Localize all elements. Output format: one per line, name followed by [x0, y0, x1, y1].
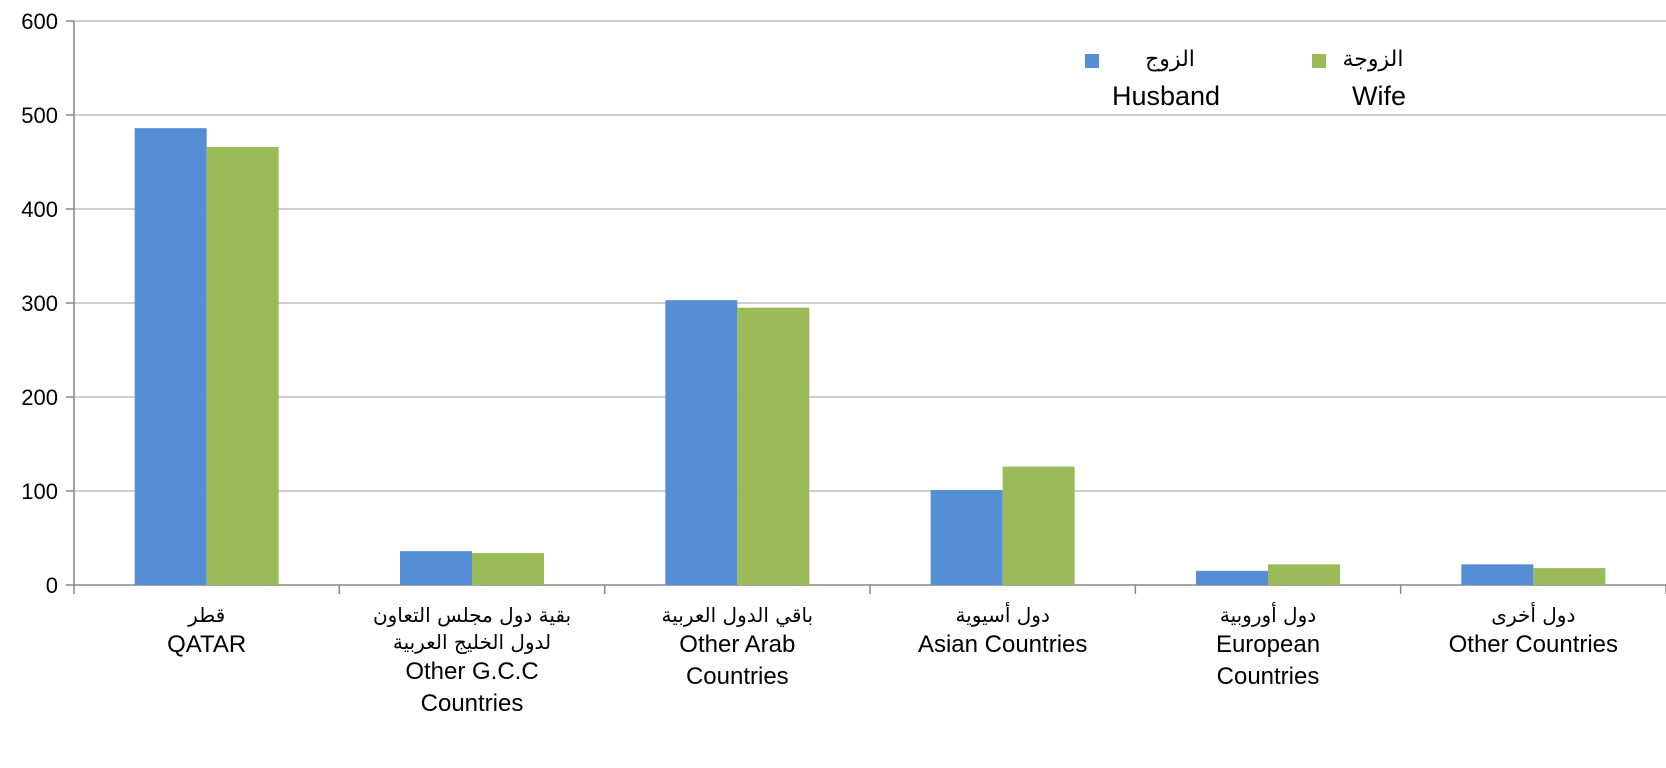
- y-tick-label: 0: [46, 573, 58, 598]
- y-tick-label: 400: [21, 197, 58, 222]
- x-category-label-ar: دول أوروبية: [1220, 602, 1316, 627]
- bar-husband: [665, 300, 738, 585]
- x-category-label-ar: دول أسيوية: [955, 602, 1049, 627]
- bar-wife: [1268, 564, 1340, 585]
- x-category-label-en: Asian Countries: [918, 631, 1087, 658]
- x-category-label-en: Other Countries: [1449, 631, 1618, 658]
- x-category-label-ar: قطر: [187, 603, 225, 627]
- y-tick-label: 100: [21, 479, 58, 504]
- x-category-label-ar: باقي الدول العربية: [662, 603, 814, 628]
- y-tick-label: 300: [21, 291, 58, 316]
- gridlines: [74, 20, 1666, 492]
- bar-wife: [1533, 568, 1606, 585]
- x-category-labels: قطر QATAR بقية دول مجلس التعاون لدول الخليج…: [167, 602, 1618, 717]
- legend-label-en: Wife: [1352, 81, 1406, 111]
- y-tick-label: 500: [21, 103, 58, 128]
- y-tick-label: 600: [21, 9, 58, 34]
- bar-husband: [930, 490, 1003, 585]
- x-category-label-en: Other G.C.C: [405, 658, 538, 685]
- legend-label-en: Husband: [1112, 81, 1220, 111]
- bar-husband: [1196, 570, 1268, 585]
- bar-husband: [1461, 564, 1534, 585]
- x-category-label-ar: لدول الخليج العربية: [393, 630, 551, 654]
- bar-husband: [400, 551, 472, 585]
- bar-husband: [134, 128, 207, 585]
- bars: [134, 128, 1606, 585]
- x-category-label-en: QATAR: [167, 631, 246, 658]
- x-category-label-ar: دول أخرى: [1491, 602, 1575, 627]
- x-category-label-en: Countries: [1217, 663, 1320, 690]
- axes: [66, 20, 1666, 594]
- y-tick-labels: 0 100 200 300 400 500 600: [21, 9, 58, 598]
- legend-swatch-husband: [1085, 54, 1099, 68]
- y-tick-label: 200: [21, 385, 58, 410]
- legend-swatch-wife: [1312, 54, 1326, 68]
- bar-wife: [1002, 466, 1075, 585]
- x-category-label-ar: بقية دول مجلس التعاون: [373, 603, 571, 627]
- x-category-label-en: European: [1216, 631, 1320, 658]
- x-category-label-en: Countries: [421, 690, 524, 717]
- legend-label-ar: الزوجة: [1343, 47, 1404, 72]
- x-category-label-en: Countries: [686, 663, 789, 690]
- legend: الزوج Husband الزوجة Wife: [1085, 47, 1406, 111]
- bar-wife: [737, 307, 810, 585]
- legend-label-ar: الزوج: [1145, 47, 1195, 72]
- x-category-label-en: Other Arab: [679, 631, 795, 658]
- bar-wife: [472, 553, 544, 585]
- bar-wife: [206, 146, 279, 585]
